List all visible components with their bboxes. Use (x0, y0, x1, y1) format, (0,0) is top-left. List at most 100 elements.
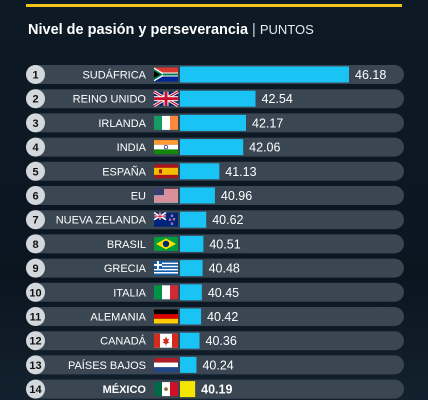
flag-brazil-icon (154, 236, 178, 251)
row-background (26, 210, 404, 230)
rank-label: 2 (32, 94, 38, 106)
chart-title-text: Nivel de pasión y perseverancia (28, 22, 249, 38)
rank-circle (26, 89, 45, 109)
bar (180, 332, 200, 349)
flag-ireland-icon (154, 115, 178, 130)
flag-canada-icon (154, 333, 178, 348)
rank-circle (26, 113, 45, 133)
rank-label: 12 (29, 336, 41, 348)
bar (180, 187, 215, 204)
value-label: 40.45 (208, 286, 239, 300)
bar-row: 4 INDIA 42.06 (26, 137, 404, 157)
flag-germany-icon (154, 309, 178, 324)
value-label: 40.51 (209, 237, 240, 251)
flag-italy-icon (154, 285, 178, 300)
bar-row: 8 BRASIL 40.51 (26, 234, 404, 254)
country-label: MÉXICO (103, 383, 147, 396)
value-label: 42.17 (252, 116, 283, 130)
value-label: 46.18 (355, 68, 386, 82)
country-label: BRASIL (107, 239, 146, 251)
rank-circle (26, 186, 45, 205)
row-background (26, 379, 404, 399)
accent-rule (26, 4, 402, 7)
value-label: 40.19 (201, 383, 232, 397)
row-background (26, 186, 404, 205)
rank-circle (26, 65, 45, 84)
flag-mexico-icon (154, 382, 178, 397)
row-background (26, 282, 404, 302)
bar (180, 235, 204, 252)
bar (180, 139, 244, 156)
rank-label: 5 (32, 166, 38, 178)
country-label: SUDÁFRICA (82, 69, 146, 82)
bar-row: 12 CANADÁ 40.36 (26, 331, 404, 351)
bar (180, 260, 203, 277)
row-background (26, 355, 404, 375)
value-label: 40.36 (206, 334, 237, 348)
rank-label: 3 (32, 118, 38, 130)
rank-circle (26, 258, 45, 278)
chart-title: Nivel de pasión y perseverancia | PUNTOS (28, 22, 314, 38)
country-label: IRLANDA (98, 118, 146, 130)
rank-label: 6 (32, 191, 38, 203)
bar-row: 5 ESPAÑA 41.13 (26, 161, 404, 181)
rank-label: 7 (32, 215, 38, 227)
bar-row: 6 EU 40.96 (26, 186, 404, 205)
rank-circle (26, 210, 45, 230)
flag-netherlands-icon (154, 357, 178, 372)
country-label: REINO UNIDO (73, 94, 147, 106)
chart-units: PUNTOS (259, 22, 314, 37)
bar (180, 381, 196, 398)
rank-label: 10 (29, 287, 41, 299)
bar (180, 308, 202, 325)
bar (180, 284, 202, 301)
rank-circle (26, 282, 45, 302)
row-background (26, 258, 404, 278)
row-background (26, 331, 404, 351)
value-label: 41.13 (225, 165, 256, 179)
flag-new-zealand-icon (153, 212, 178, 227)
rank-label: 1 (32, 70, 38, 82)
bar-row: 14 MÉXICO 40.19 (26, 379, 404, 399)
flag-india-icon (154, 140, 178, 155)
rank-label: 13 (29, 360, 41, 372)
rank-circle (26, 355, 45, 375)
rank-label: 11 (30, 312, 42, 324)
rank-circle (26, 379, 45, 399)
bar-row: 3 IRLANDA 42.17 (26, 113, 404, 133)
value-label: 40.48 (209, 262, 240, 276)
country-label: EU (131, 191, 146, 203)
bar (180, 211, 207, 228)
bar-row: 11 ALEMANIA 40.42 (26, 307, 404, 326)
value-label: 40.24 (202, 358, 233, 372)
bar-row: 9 GRECIA 40.48 (26, 258, 404, 278)
rank-circle (26, 161, 45, 181)
row-background (26, 307, 404, 326)
rank-circle (26, 331, 45, 351)
country-label: ALEMANIA (90, 312, 146, 324)
flag-united-kingdom-icon (153, 90, 179, 107)
flag-south-africa-icon (154, 67, 178, 82)
flag-spain-icon (154, 164, 178, 179)
bar (180, 90, 256, 107)
rank-circle (26, 137, 45, 157)
rank-circle (26, 307, 45, 326)
country-label: NUEVA ZELANDA (56, 215, 147, 227)
rank-label: 9 (32, 263, 38, 275)
bar (180, 356, 197, 373)
bar-row: 7 NUEVA ZELANDA 40.62 (26, 210, 404, 230)
country-label: PAÍSES BAJOS (68, 359, 146, 372)
value-label: 42.06 (249, 141, 280, 155)
country-label: ITALIA (113, 287, 146, 299)
bar-row: 10 ITALIA 40.45 (26, 282, 404, 302)
country-label: ESPAÑA (102, 165, 146, 178)
value-label: 40.42 (207, 310, 238, 324)
bar (180, 66, 349, 83)
country-label: GRECIA (104, 263, 147, 275)
rank-circle (26, 234, 45, 254)
rank-label: 14 (29, 384, 42, 396)
value-label: 40.62 (212, 213, 243, 227)
country-label: CANADÁ (100, 335, 147, 348)
bar-row: 2 REINO UNIDO 42.54 (26, 89, 404, 109)
rank-label: 4 (32, 142, 39, 154)
